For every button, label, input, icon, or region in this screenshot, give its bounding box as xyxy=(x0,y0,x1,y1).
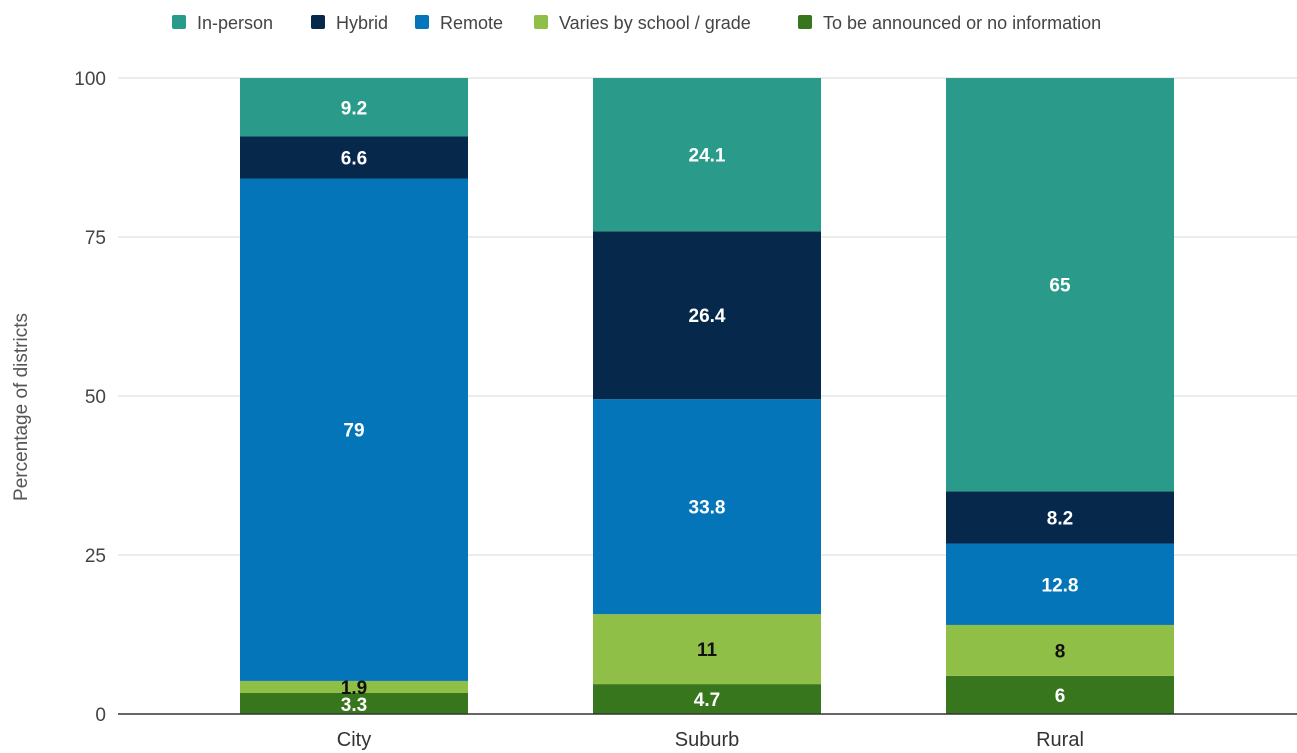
legend-swatch xyxy=(798,15,812,29)
y-tick-label: 50 xyxy=(85,387,106,408)
bar-suburb-to-be-announced-or-no-information xyxy=(593,684,821,714)
bar-rural-hybrid xyxy=(946,491,1174,544)
data-label-suburb-in-person: 24.1 xyxy=(689,146,726,167)
data-label-rural-in-person: 65 xyxy=(1049,276,1071,297)
legend-swatch xyxy=(311,15,325,29)
data-labels: 3.31.9 79 6.6 9.2 4.7 11 33.8 26.4 24.1 6 8 12.8 8.2… xyxy=(341,98,1079,716)
bar-city-hybrid xyxy=(240,136,468,179)
legend-item-in-person: In-person xyxy=(172,13,273,33)
legend-item-to-be-announced-or-no-information: To be announced or no information xyxy=(798,13,1101,33)
data-label-rural-varies-by-school-grade: 8 xyxy=(1055,641,1066,662)
data-label-rural-remote: 12.8 xyxy=(1042,575,1079,596)
y-tick-label: 25 xyxy=(85,546,106,567)
legend-swatch xyxy=(172,15,186,29)
legend-item-hybrid: Hybrid xyxy=(311,13,388,33)
y-tick-label: 75 xyxy=(85,228,106,249)
legend-label: Varies by school / grade xyxy=(559,13,751,33)
data-label-suburb-to-be-announced-or-no-information: 4.7 xyxy=(694,690,720,711)
x-tick-label-city: City xyxy=(337,729,371,751)
bar-suburb-hybrid xyxy=(593,231,821,400)
x-tick-label-rural: Rural xyxy=(1036,729,1084,751)
legend-label: Remote xyxy=(440,13,503,33)
bar-suburb-varies-by-school-grade xyxy=(593,614,821,685)
data-label-rural-to-be-announced-or-no-information: 6 xyxy=(1055,686,1066,707)
x-tick-label-suburb: Suburb xyxy=(675,729,740,751)
y-axis-title: Percentage of districts xyxy=(11,313,32,501)
y-tick-label: 0 xyxy=(95,705,106,726)
bar-rural-in-person xyxy=(946,78,1174,492)
data-label-suburb-remote: 33.8 xyxy=(689,498,726,519)
data-label-city-hybrid: 6.6 xyxy=(341,149,367,170)
bar-city-in-person xyxy=(240,78,468,137)
data-label-city-varies-by-school-grade: 1.9 xyxy=(341,678,367,699)
legend-swatch xyxy=(415,15,429,29)
legend-label: In-person xyxy=(197,13,273,33)
legend-label: Hybrid xyxy=(336,13,388,33)
bar-suburb-remote xyxy=(593,399,821,615)
bar-city-to-be-announced-or-no-information xyxy=(240,693,468,714)
data-label-city-in-person: 9.2 xyxy=(341,98,367,119)
data-label-rural-hybrid: 8.2 xyxy=(1047,508,1073,529)
data-label-city-remote: 79 xyxy=(343,421,364,442)
legend: In-person Hybrid Remote Varies by school / … xyxy=(172,13,1101,33)
data-label-suburb-hybrid: 26.4 xyxy=(689,306,726,327)
data-label-city-to-be-announced-or-no-information: 3.3 xyxy=(341,695,367,716)
bar-city-varies-by-school-grade xyxy=(240,680,468,694)
legend-swatch xyxy=(534,15,548,29)
data-label-suburb-varies-by-school-grade: 11 xyxy=(697,640,718,661)
bar-suburb-in-person xyxy=(593,78,821,232)
legend-item-remote: Remote xyxy=(415,13,503,33)
bar-city-remote xyxy=(240,178,468,681)
bar-rural-remote xyxy=(946,543,1174,625)
legend-item-varies-by-school-grade: Varies by school / grade xyxy=(534,13,751,33)
bar-rural-to-be-announced-or-no-information xyxy=(946,675,1174,714)
y-tick-label: 100 xyxy=(74,69,106,90)
axes: 0 25 50 75 100 City Suburb Rural xyxy=(74,69,1297,751)
bar-rural-varies-by-school-grade xyxy=(946,624,1174,676)
legend-label: To be announced or no information xyxy=(823,13,1101,33)
bars xyxy=(240,78,1174,714)
